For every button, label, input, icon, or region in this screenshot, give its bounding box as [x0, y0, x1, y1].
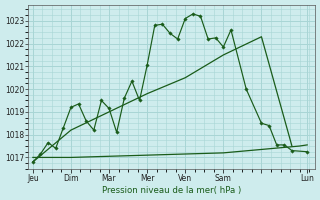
- X-axis label: Pression niveau de la mer( hPa ): Pression niveau de la mer( hPa ): [102, 186, 241, 195]
